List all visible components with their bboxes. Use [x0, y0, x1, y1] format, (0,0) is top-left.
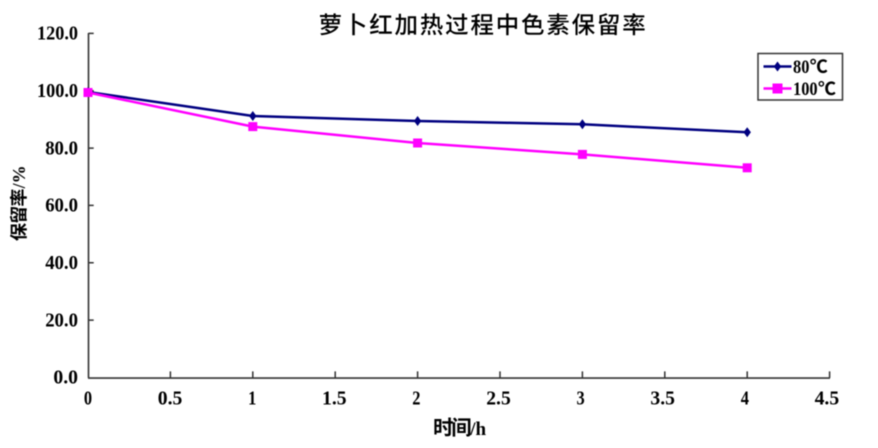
svg-text:40.0: 40.0: [45, 252, 78, 274]
svg-text:0: 0: [84, 388, 92, 410]
svg-text:3: 3: [577, 388, 585, 410]
svg-text:100: 100: [793, 79, 818, 100]
svg-text:2.5: 2.5: [486, 388, 511, 410]
svg-text:100.0: 100.0: [37, 80, 78, 102]
svg-text:80.0: 80.0: [45, 137, 78, 159]
svg-text:80: 80: [793, 57, 809, 78]
svg-text:0.0: 0.0: [53, 367, 78, 389]
svg-text:/%: /%: [9, 165, 29, 189]
svg-text:20.0: 20.0: [45, 309, 78, 331]
svg-text:2: 2: [412, 388, 420, 410]
svg-text:120.0: 120.0: [37, 23, 78, 45]
svg-text:/h: /h: [469, 419, 486, 440]
svg-text:4.5: 4.5: [815, 388, 840, 410]
svg-text:1: 1: [248, 388, 256, 410]
svg-text:3.5: 3.5: [650, 388, 675, 410]
svg-text:0.5: 0.5: [158, 388, 183, 410]
svg-text:60.0: 60.0: [45, 195, 78, 217]
svg-text:1.5: 1.5: [322, 388, 347, 410]
svg-text:4: 4: [741, 388, 749, 410]
